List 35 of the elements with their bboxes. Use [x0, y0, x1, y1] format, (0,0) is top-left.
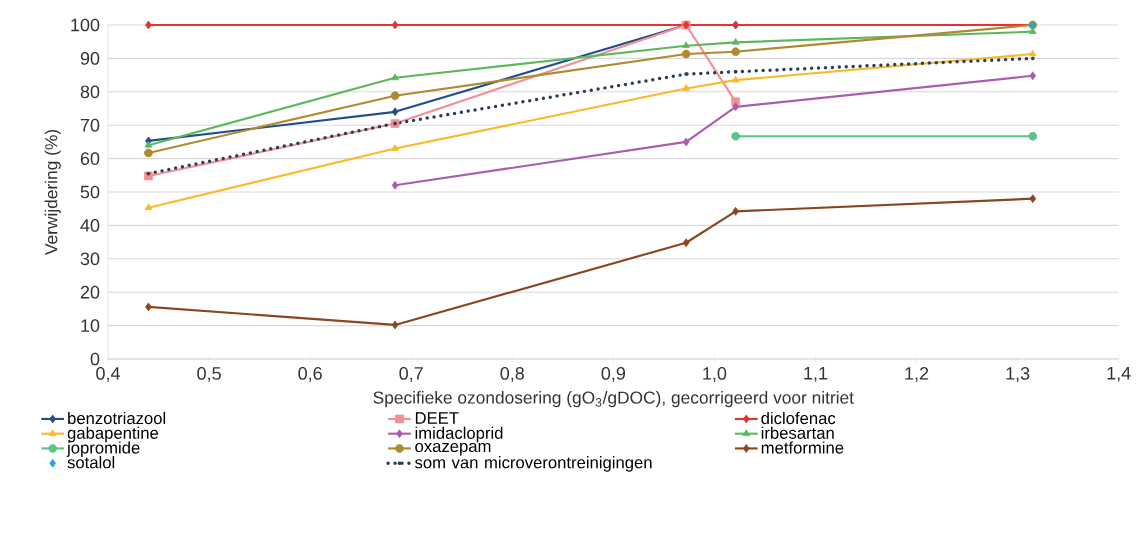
y-tick-label: 100 — [71, 18, 100, 32]
y-tick-label: 70 — [80, 118, 100, 132]
legend-label: metformine — [761, 441, 844, 454]
y-tick-label: 30 — [80, 252, 100, 266]
legend-label: som van microverontreinigingen — [415, 456, 652, 472]
x-tick-label: 1,3 — [1006, 367, 1030, 382]
x-tick-label: 0,9 — [601, 367, 626, 382]
y-tick-label: 0 — [90, 352, 100, 366]
x-tick-label: 0,8 — [500, 367, 525, 382]
y-tick-label: 10 — [81, 319, 100, 332]
legend-label: jopromide — [66, 441, 140, 457]
y-tick-label: 60 — [80, 152, 100, 165]
x-tick-label: 1,1 — [804, 367, 828, 382]
x-tick-label: 1,2 — [905, 367, 929, 382]
x-axis-title: Specifieke ozondosering (gO$_{3}$/gDOC), gecorrigeerd voor nitriet — [373, 391, 854, 408]
y-tick-label: 90 — [80, 52, 100, 65]
y-tick-label: 50 — [80, 185, 100, 199]
legend-label: imidacloprid — [415, 426, 503, 443]
y-axis-title: Verwijdering (%) — [44, 130, 61, 256]
y-tick-label: 80 — [80, 85, 100, 99]
x-tick-label: 0,6 — [298, 367, 322, 382]
x-tick-label: 1,0 — [703, 367, 727, 382]
legend-label: gabapentine — [67, 426, 159, 443]
legend-label: irbesartan — [761, 426, 834, 439]
y-tick-label: 40 — [80, 219, 100, 232]
legend-label: DEET — [415, 412, 459, 424]
x-tick-label: 0,4 — [96, 367, 120, 382]
x-tick-label: 0,5 — [197, 367, 221, 382]
legend-label: sotalol — [67, 456, 115, 469]
x-tick-label: 1,4 — [1107, 367, 1131, 382]
y-tick-label: 20 — [80, 285, 100, 299]
legend-label: diclofenac — [761, 411, 836, 425]
legend-label: benzotriazool — [68, 411, 166, 425]
legend-label: oxazepam — [415, 442, 491, 456]
x-tick-label: 0,7 — [399, 367, 423, 382]
